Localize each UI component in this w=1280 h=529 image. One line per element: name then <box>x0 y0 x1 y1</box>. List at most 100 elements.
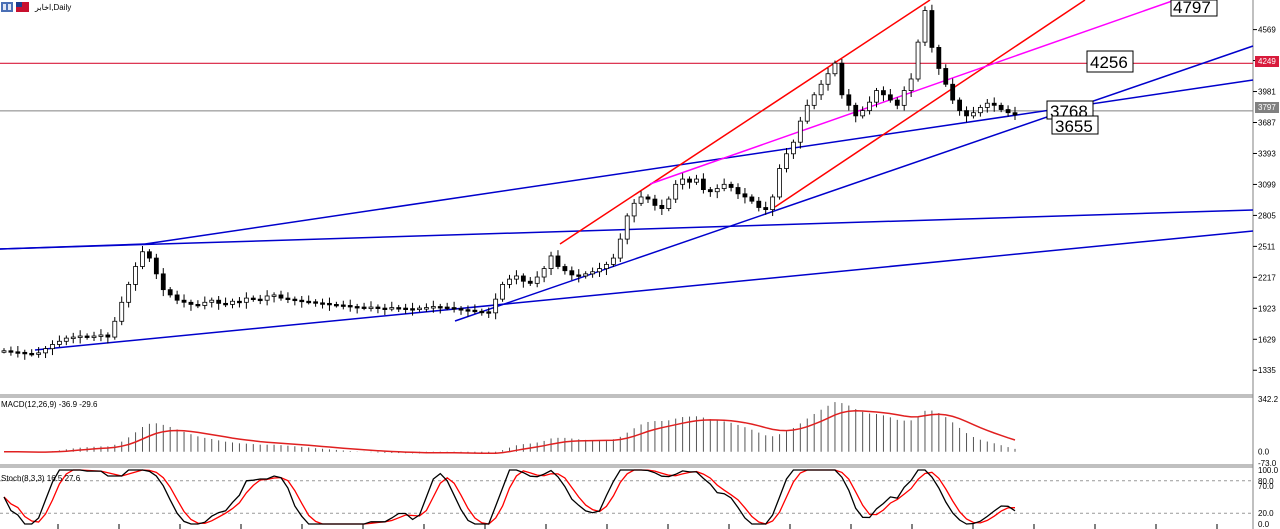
candle-body <box>721 183 727 189</box>
candle-body <box>777 168 782 198</box>
window-title: اخابر,Daily <box>34 3 71 12</box>
candle-body <box>610 257 616 265</box>
candle-body <box>479 310 485 314</box>
candle-body <box>1 350 7 353</box>
candles <box>1 4 1018 360</box>
candle-body <box>617 238 623 259</box>
candle-body <box>29 352 35 356</box>
candle-body <box>846 94 852 106</box>
candle-body <box>500 283 505 300</box>
level-box-4256[interactable]: 4256 <box>1086 50 1134 73</box>
stoch-tick-label: 70.0 <box>1258 482 1274 491</box>
level-box-3655[interactable]: 3655 <box>1051 115 1099 136</box>
candle-body <box>403 307 409 311</box>
candle-body <box>548 255 554 270</box>
macd-tick-label: 342.2 <box>1258 395 1279 404</box>
candle-body <box>98 334 104 337</box>
candle-body <box>929 10 935 48</box>
stoch-tick-label: 20.0 <box>1258 509 1274 518</box>
stochastic-indicator: 100.0 80.070.0 20.0 0.0 <box>0 466 1279 529</box>
stoch-signal-line <box>3 469 1016 525</box>
candle-body <box>70 336 76 339</box>
candle-body <box>1005 109 1011 114</box>
candle-body <box>389 307 395 310</box>
macd-indicator: 342.2 0.0 -73.0 <box>3 395 1279 468</box>
candle-body <box>797 120 803 143</box>
stoch-main-line <box>3 469 1016 525</box>
candle-body <box>458 308 464 311</box>
candle-body <box>860 110 866 117</box>
candle-body <box>659 204 665 209</box>
channel-red-top <box>559 0 931 245</box>
channel-red-bottom <box>774 0 1086 208</box>
trendline-magenta <box>649 0 1176 185</box>
candle-body <box>153 257 159 275</box>
candle-body <box>694 178 699 183</box>
price-tick-label: 3981 <box>1258 88 1276 97</box>
candle-body <box>1012 112 1018 116</box>
candle-body <box>763 207 769 211</box>
candle-body <box>583 273 589 277</box>
candle-body <box>91 335 97 338</box>
current-price-tag-label: 3797 <box>1258 103 1276 112</box>
candle-body <box>160 273 166 291</box>
candle-body <box>894 99 900 106</box>
price-tick-label: 1335 <box>1258 366 1276 375</box>
candle-body <box>209 299 215 303</box>
candle-body <box>728 183 734 188</box>
flag-icon <box>16 2 29 12</box>
candle-body <box>278 294 284 299</box>
candle-body <box>257 298 263 302</box>
candle-body <box>576 274 582 277</box>
chart-title: اخابر,Daily <box>1 2 71 12</box>
candle-body <box>555 255 561 267</box>
candle-body <box>437 306 443 309</box>
price-axis: 4569427539813687339330992805251122171923… <box>57 26 1276 529</box>
level-box-3655-label: 3655 <box>1055 117 1093 136</box>
candle-body <box>43 348 48 354</box>
candle-body <box>700 178 706 190</box>
candle-body <box>271 294 277 297</box>
candle-body <box>507 278 512 285</box>
candle-body <box>631 202 637 217</box>
candle-body <box>493 298 499 314</box>
candle-body <box>839 62 845 96</box>
price-tick-label: 2805 <box>1258 211 1276 220</box>
red-level-tag: 4249 <box>1255 56 1279 67</box>
candle-body <box>472 309 478 313</box>
candle-body <box>299 299 305 303</box>
candle-body <box>853 104 859 117</box>
candle-body <box>527 280 533 284</box>
candle-body <box>874 90 879 103</box>
candle-body <box>687 178 692 183</box>
candle-body <box>534 276 540 284</box>
candle-body <box>77 335 83 338</box>
candle-body <box>818 83 824 96</box>
candle-body <box>216 299 222 304</box>
candle-body <box>749 196 755 202</box>
price-tick-label: 2217 <box>1258 273 1276 282</box>
stoch-label: Stoch(8,3,3) 16.5 27.6 <box>1 474 81 483</box>
candle-body <box>756 200 762 208</box>
candle-body <box>881 90 886 96</box>
current-price-tag: 3797 <box>1255 102 1279 113</box>
candle-body <box>465 309 471 312</box>
candle-body <box>147 251 152 259</box>
candle-body <box>133 266 138 285</box>
candle-body <box>825 73 831 85</box>
candle-body <box>50 344 55 350</box>
macd-tick-label: 0.0 <box>1258 448 1270 457</box>
candle-body <box>396 307 402 310</box>
candle-body <box>174 294 180 301</box>
candle-body <box>541 268 547 278</box>
red-level-tag-label: 4249 <box>1258 57 1276 66</box>
candle-body <box>451 307 457 310</box>
candle-body <box>340 304 346 307</box>
candle-body <box>250 297 256 300</box>
level-box-4797[interactable]: 4797 <box>1170 0 1218 17</box>
candle-body <box>784 153 789 169</box>
candle-body <box>56 340 62 345</box>
level-box-4256-label: 4256 <box>1090 53 1128 72</box>
candle-body <box>811 94 817 106</box>
